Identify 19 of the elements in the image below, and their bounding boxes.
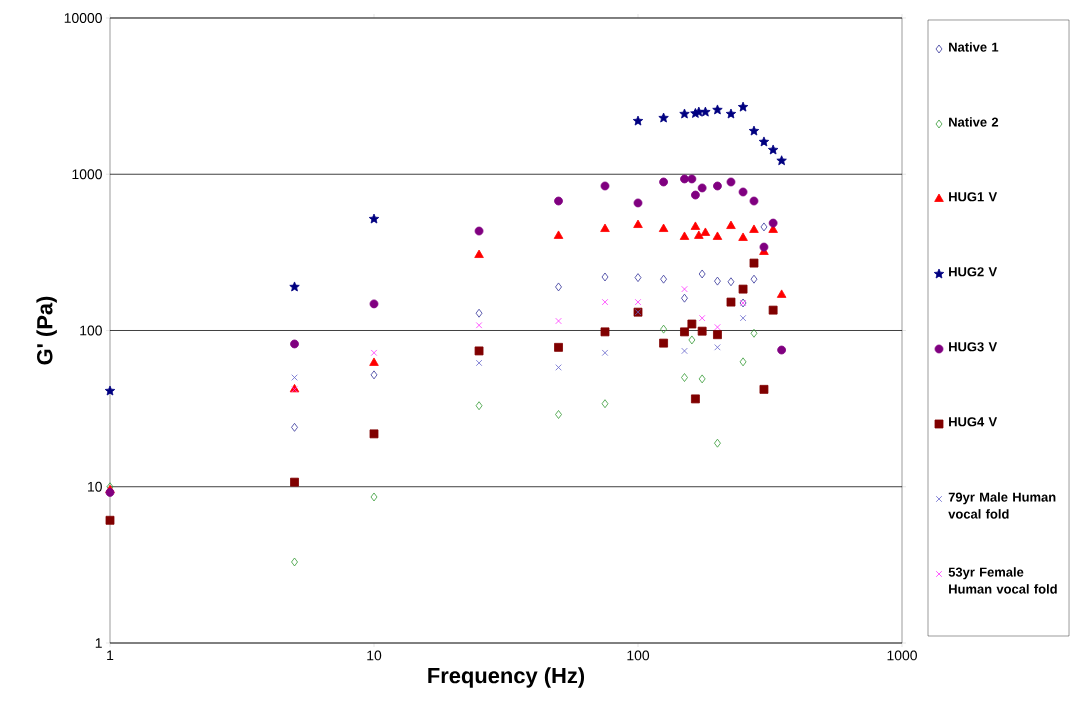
legend-label: HUG2 V bbox=[949, 267, 998, 277]
legend-label: HUG4 V bbox=[949, 417, 998, 427]
y-axis-title: G' (Pa) bbox=[36, 296, 57, 365]
legend-label: Native 2 bbox=[949, 117, 999, 127]
legend-label: 53yr Female Human vocal fold bbox=[948, 567, 1057, 594]
y-tick-label: 1 bbox=[95, 638, 102, 648]
y-tick-label: 10 bbox=[88, 481, 102, 492]
x-axis-title: Frequency (Hz) bbox=[428, 667, 585, 688]
y-tick-label: 1000 bbox=[72, 169, 102, 180]
y-tick-label: 10000 bbox=[64, 13, 102, 23]
x-tick-label: 100 bbox=[627, 650, 650, 661]
x-tick-label: 1 bbox=[107, 650, 114, 661]
legend-label: HUG3 V bbox=[949, 342, 998, 352]
x-tick-label: 10 bbox=[367, 650, 382, 661]
y-tick-label: 100 bbox=[80, 325, 102, 336]
legend-label: Native 1 bbox=[949, 42, 999, 52]
legend-label: 79yr Male Human vocal fold bbox=[948, 492, 1056, 519]
legend-label: HUG1 V bbox=[949, 192, 998, 202]
x-tick-label: 1000 bbox=[887, 650, 917, 661]
